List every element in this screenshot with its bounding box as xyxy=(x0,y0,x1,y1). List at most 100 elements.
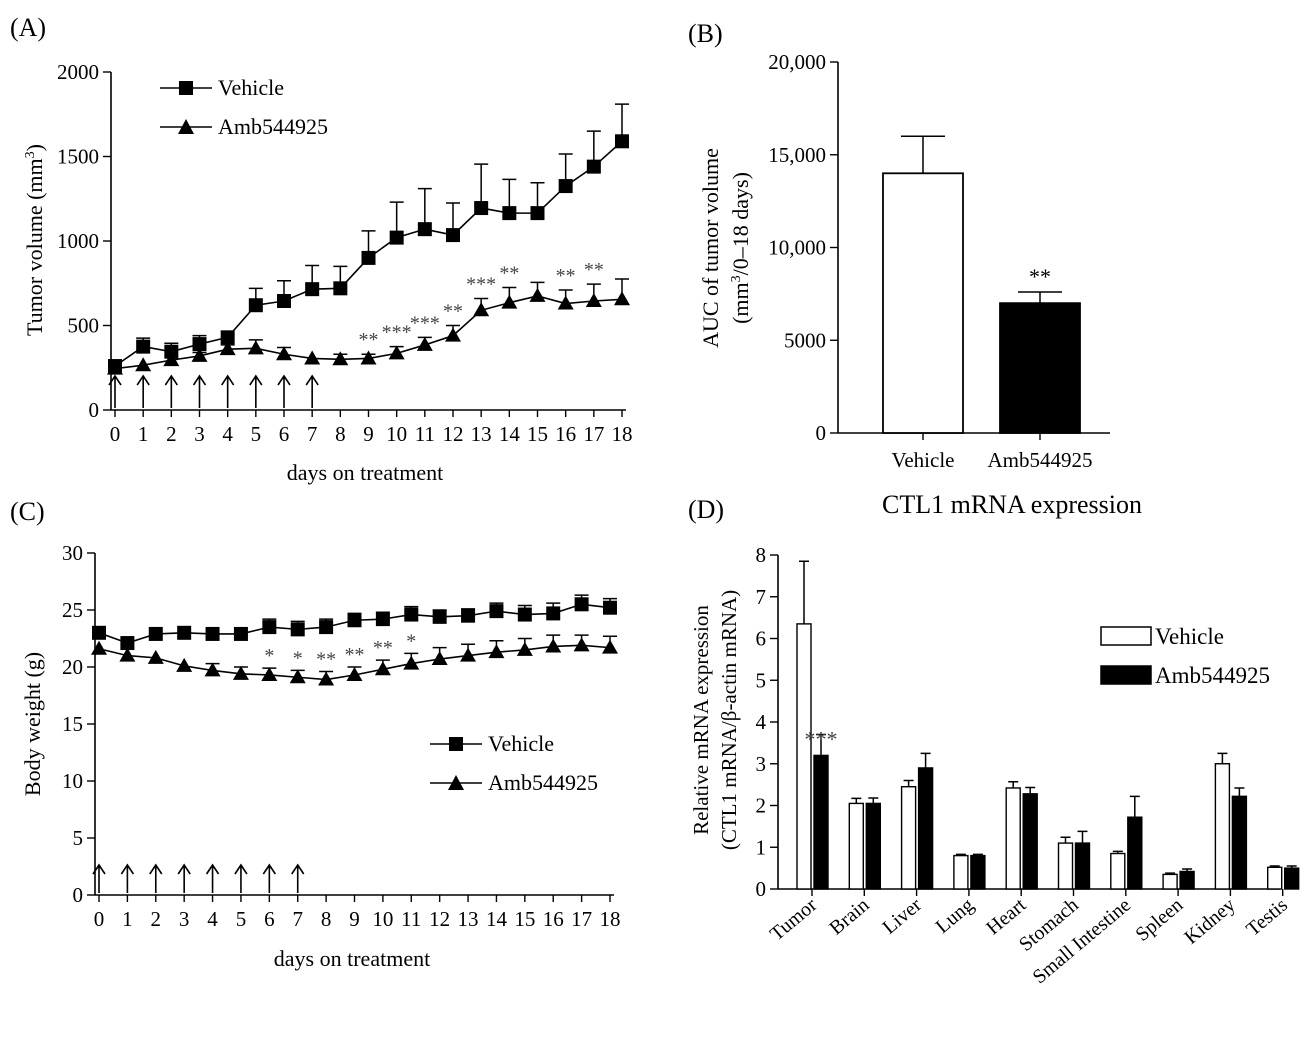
panel-c-x-tick-label: 15 xyxy=(514,907,535,931)
treatment-arrow-icon xyxy=(108,374,122,408)
panel-a-significance-label: ** xyxy=(499,262,519,284)
panel-a-legend-vehicle: Vehicle xyxy=(218,75,284,100)
panel-a-point-vehicle xyxy=(474,201,489,216)
panel-b-y-axis-title-line1: AUC of tumor volume xyxy=(698,148,723,348)
panel-d-y-tick-label: 4 xyxy=(756,710,767,734)
panel-c-point-vehicle xyxy=(233,626,248,641)
panel-a-x-tick-label: 14 xyxy=(499,422,521,446)
panel-d: (D) CTL1 mRNA expression 0 1 2 3 4 5 6 7 8 Tumor B… xyxy=(688,490,1300,988)
panel-a-point-amb xyxy=(247,340,264,355)
panel-c-y-tick-label: 0 xyxy=(73,883,84,907)
panel-d-legend-vehicle: Vehicle xyxy=(1155,624,1224,649)
panel-a-point-amb xyxy=(135,357,152,372)
panel-b-error-bar xyxy=(1018,291,1062,304)
panel-d-error-bar xyxy=(1112,850,1123,854)
panel-a-x-tick-label: 17 xyxy=(583,422,604,446)
panel-a-x-tick-label: 12 xyxy=(443,422,464,446)
panel-a-legend: Vehicle Amb544925 xyxy=(160,75,328,139)
panel-d-error-bar xyxy=(1025,786,1036,794)
panel-c-point-vehicle xyxy=(319,620,334,635)
panel-d-x-tick-label: Kidney xyxy=(1180,894,1239,949)
panel-c-point-vehicle xyxy=(205,626,220,641)
panel-d-y-axis-title-line2: (CTL1 mRNA/β-actin mRNA) xyxy=(717,590,741,850)
panel-c-y-tick-label: 25 xyxy=(62,598,83,622)
panel-d-bar-amb xyxy=(865,802,881,890)
panel-d-bar-amb xyxy=(1179,870,1195,890)
panel-c-point-amb xyxy=(91,640,107,655)
panel-a-y-tick-label: 1500 xyxy=(57,145,99,169)
treatment-arrow-icon xyxy=(120,863,135,893)
panel-d-x-tick-label: Tumor xyxy=(766,894,822,946)
panel-b-error-bar xyxy=(901,135,945,174)
panel-c-significance-label: * xyxy=(293,647,303,669)
panel-c-point-amb xyxy=(261,666,278,681)
panel-d-error-bar xyxy=(816,733,826,756)
panel-c-point-amb xyxy=(374,661,391,676)
panel-a-y-axis-title: Tumor volume (mm3) xyxy=(22,144,47,336)
panel-a-y-tick-label: 0 xyxy=(89,398,100,422)
treatment-arrow-icon xyxy=(92,863,106,893)
panel-d-y-tick-label: 7 xyxy=(756,585,767,609)
panel-a-point-vehicle xyxy=(389,230,404,245)
panel-c-y-tick-label: 5 xyxy=(73,826,84,850)
treatment-arrow-icon xyxy=(305,374,319,408)
panel-d-bar-vehicle xyxy=(1057,842,1074,890)
treatment-arrow-icon xyxy=(234,863,248,893)
panel-d-error-bar xyxy=(1269,865,1280,868)
panel-d-legend-amb: Amb544925 xyxy=(1155,663,1270,688)
panel-a-x-tick-label: 2 xyxy=(166,422,177,446)
panel-d-error-bar xyxy=(1182,868,1193,872)
panel-d-error-bar xyxy=(1060,836,1071,844)
panel-c-x-tick-label: 14 xyxy=(486,907,508,931)
panel-d-bar-vehicle xyxy=(1162,873,1178,890)
panel-c-x-axis-title: days on treatment xyxy=(274,946,430,971)
legend-triangle-marker xyxy=(178,119,194,134)
panel-b-bar-vehicle xyxy=(882,172,964,434)
panel-a-point-vehicle xyxy=(164,344,179,359)
panel-a-x-tick-label: 11 xyxy=(415,422,435,446)
panel-d-title: CTL1 mRNA expression xyxy=(882,490,1142,519)
panel-a-point-vehicle xyxy=(192,337,207,352)
panel-d-error-bar xyxy=(799,560,809,624)
panel-d-bar-vehicle xyxy=(953,854,969,890)
panel-d-bar-amb xyxy=(1283,867,1300,890)
panel-c-point-vehicle xyxy=(262,620,277,635)
panel-c-x-tick-label: 10 xyxy=(372,907,393,931)
panel-c-point-vehicle xyxy=(404,607,419,622)
panel-a-point-amb xyxy=(360,350,377,365)
panel-a-x-tick-label: 18 xyxy=(612,422,633,446)
panel-a-point-amb xyxy=(304,350,321,365)
panel-c-legend-amb: Amb544925 xyxy=(488,770,598,795)
panel-d-error-bar xyxy=(851,797,862,804)
panel-a-point-vehicle xyxy=(248,298,263,313)
panel-c-y-tick-label: 15 xyxy=(62,712,83,736)
panel-c-point-amb xyxy=(147,649,164,664)
panel-a-significance-label: *** xyxy=(410,312,440,334)
panel-a-x-tick-label: 1 xyxy=(138,422,149,446)
panel-d-error-bar xyxy=(972,853,983,856)
panel-d-x-tick-label: Liver xyxy=(878,894,926,939)
panel-d-error-bar xyxy=(955,853,966,856)
treatment-arrow-icon xyxy=(221,374,235,408)
panel-d-bar-vehicle xyxy=(1266,866,1283,890)
panel-a-point-amb xyxy=(501,294,518,309)
panel-c-point-amb xyxy=(573,637,590,652)
panel-a-x-tick-label: 6 xyxy=(279,422,290,446)
panel-d-error-bar xyxy=(1165,872,1176,875)
panel-a-point-amb xyxy=(473,302,490,317)
panel-a-point-vehicle xyxy=(277,293,291,308)
panel-b-plot: 0 5000 10,000 15,000 20,000 Vehicle Amb544925 *… xyxy=(768,50,1110,472)
panel-a-significance-label: *** xyxy=(466,273,496,295)
panel-c-significance-label: ** xyxy=(316,649,336,671)
panel-c-x-tick-label: 1 xyxy=(122,907,133,931)
panel-d-legend: Vehicle Amb544925 xyxy=(1100,624,1270,688)
panel-b-y-tick-label: 20,000 xyxy=(768,50,826,74)
panel-a-point-amb xyxy=(416,336,433,351)
panel-c-x-tick-label: 5 xyxy=(236,907,247,931)
panel-d-y-tick-label: 6 xyxy=(756,627,767,651)
panel-a-significance-label: ** xyxy=(443,301,463,323)
panel-a-error-bar xyxy=(474,163,489,209)
panel-a-point-vehicle xyxy=(333,281,348,296)
